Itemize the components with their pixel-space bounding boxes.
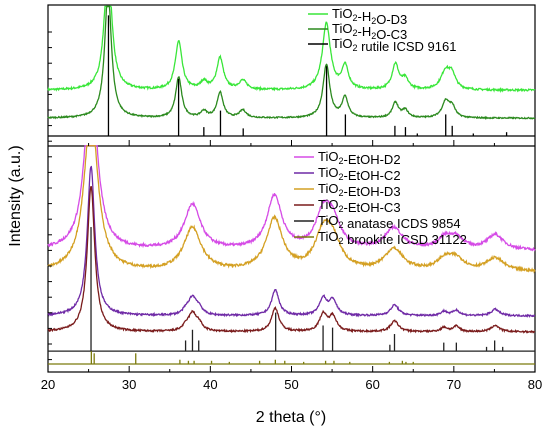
series-layer xyxy=(47,5,536,365)
reference-sticks-tio2-anatase-icds-9854 xyxy=(48,227,535,352)
x-tick-label: 40 xyxy=(203,377,217,392)
legend-label: TiO2 rutile ICSD 9161 xyxy=(332,36,456,54)
y-axis-label: Intensity (a.u.) xyxy=(7,145,24,246)
x-tick-label: 30 xyxy=(122,377,136,392)
reference-sticks-tio2-rutile-icsd-9161 xyxy=(48,15,535,137)
legend-item: TiO2 rutile ICSD 9161 xyxy=(308,36,456,54)
legend-label: TiO2-EtOH-D2 xyxy=(318,149,401,167)
legend-label: TiO2-EtOH-D3 xyxy=(318,181,401,199)
legend-label: TiO2-H2O-C3 xyxy=(332,21,407,42)
legend-label: TiO2-EtOH-C2 xyxy=(318,165,401,183)
series-line-tio2-h2o-d3 xyxy=(47,5,536,94)
legend-item: TiO2-EtOH-D3 xyxy=(294,181,401,199)
legend-item: TiO2-EtOH-C2 xyxy=(294,165,401,183)
legend-item: TiO2-EtOH-C3 xyxy=(294,197,401,215)
x-tick-label: 50 xyxy=(284,377,298,392)
reference-sticks-tio2-brookite-icsd-31122 xyxy=(48,351,535,365)
x-tick-label: 70 xyxy=(447,377,461,392)
legend-item: TiO2-H2O-D3 xyxy=(308,6,407,27)
plot-frame xyxy=(47,4,536,373)
plot-border xyxy=(47,4,536,373)
series-line-tio2-h2o-c3 xyxy=(47,5,536,120)
legend-label: TiO2-H2O-D3 xyxy=(332,6,407,27)
legend-item: TiO2-EtOH-D2 xyxy=(294,149,401,167)
x-tick-label: 60 xyxy=(365,377,379,392)
x-tick-label: 20 xyxy=(41,377,55,392)
legend-item: TiO2-H2O-C3 xyxy=(308,21,407,42)
series-line-tio2-etoh-d2 xyxy=(47,145,536,252)
x-axis-label: 2 theta (°) xyxy=(256,409,326,426)
legend-label: TiO2 anatase ICDS 9854 xyxy=(318,213,461,231)
ticks-layer: 20 30 40 50 60 70 80 xyxy=(41,31,542,392)
legend-item: TiO2 brookite ICSD 31122 xyxy=(294,229,467,247)
x-tick-label: 80 xyxy=(528,377,542,392)
legend-item: TiO2 anatase ICDS 9854 xyxy=(294,213,461,231)
series-line-tio2-etoh-c2 xyxy=(47,165,536,318)
series-line-tio2-etoh-c3 xyxy=(47,186,536,334)
legend-label: TiO2-EtOH-C3 xyxy=(318,197,401,215)
series-line-tio2-etoh-d3 xyxy=(47,145,536,274)
legend-label: TiO2 brookite ICSD 31122 xyxy=(318,229,467,247)
